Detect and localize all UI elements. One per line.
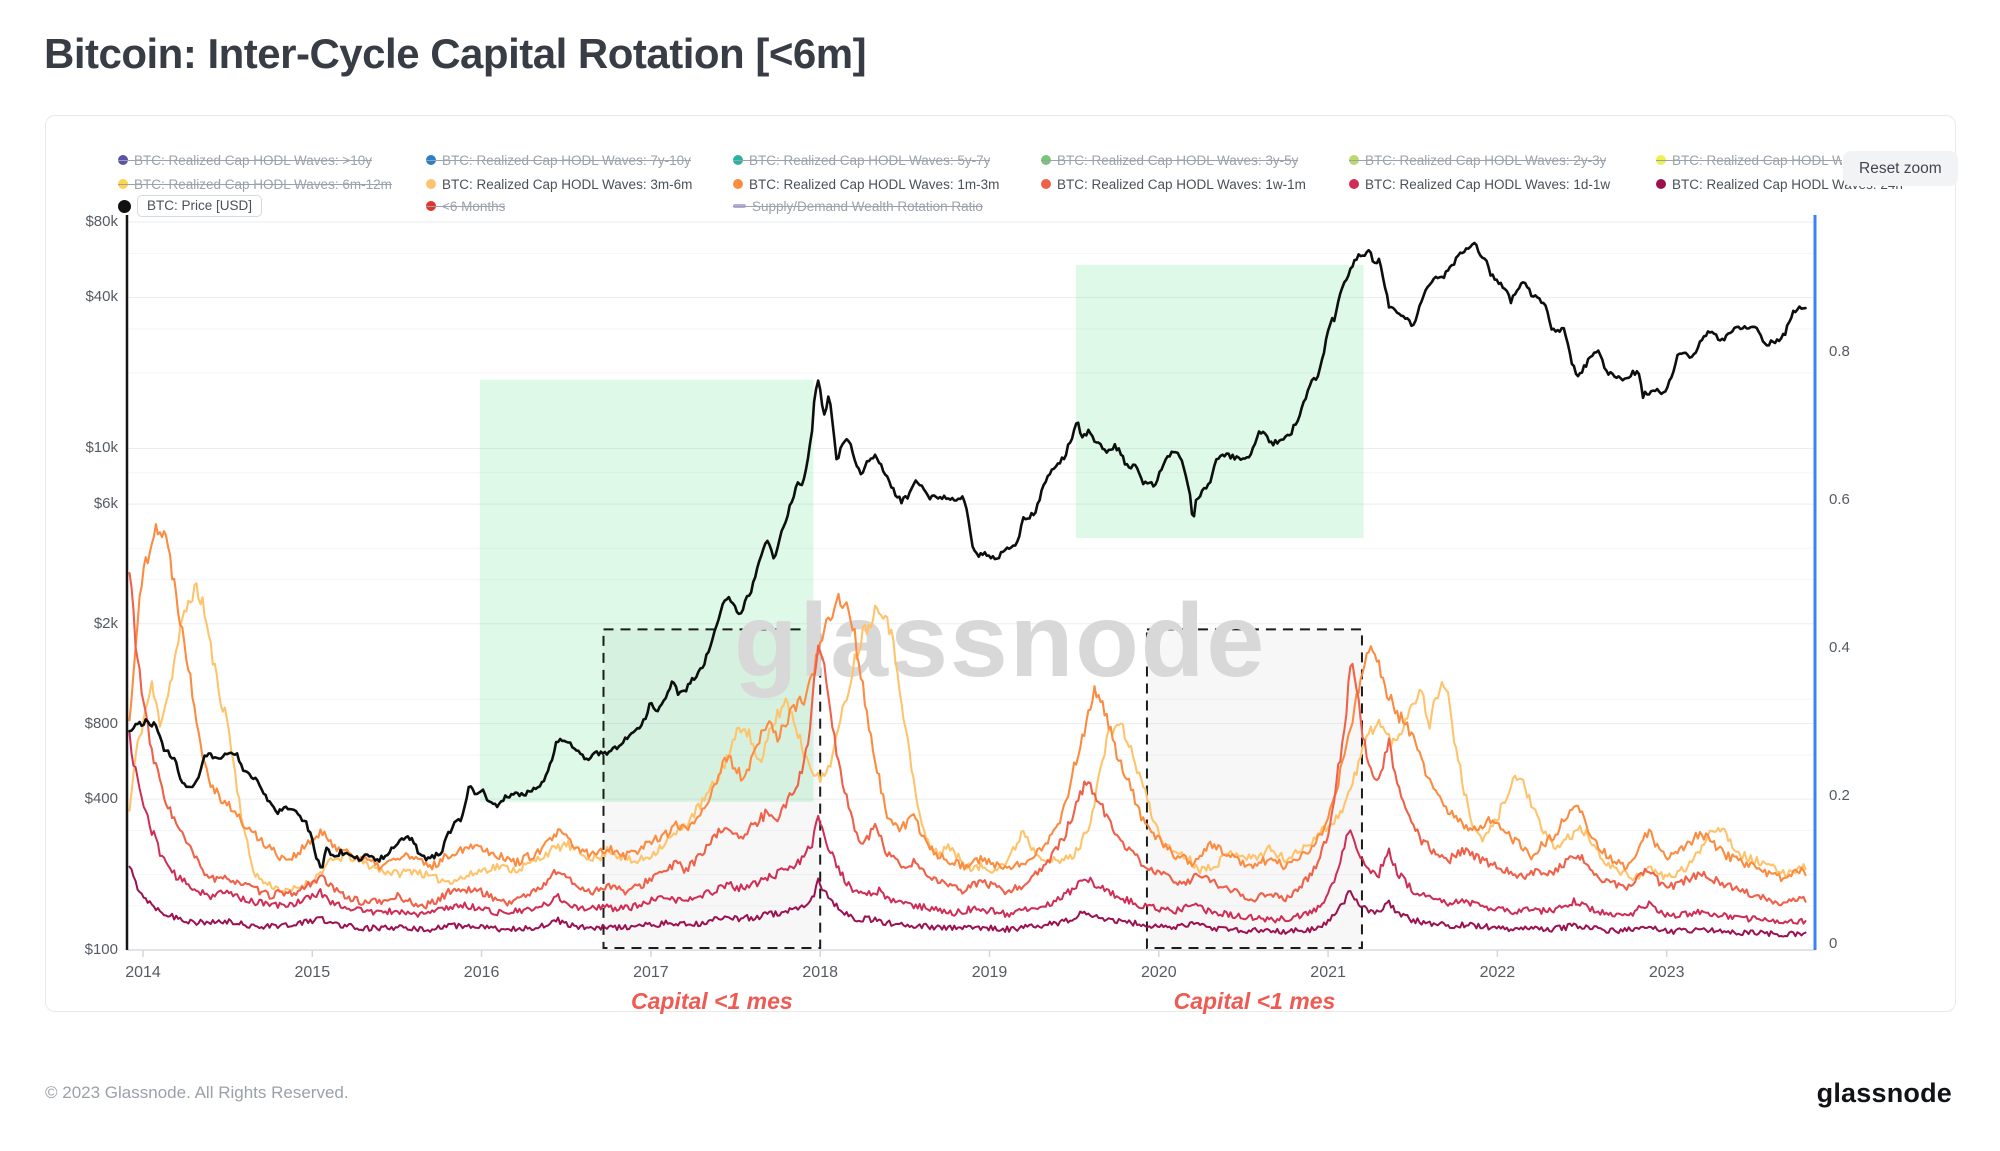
legend-marker-icon: [1349, 155, 1359, 165]
footer-copyright: © 2023 Glassnode. All Rights Reserved.: [45, 1083, 349, 1102]
green-highlight-box: [1075, 264, 1364, 538]
dashed-annotation-box: [1145, 628, 1363, 949]
legend-item[interactable]: BTC: Realized Cap HODL Waves: >10y: [118, 150, 372, 170]
y-axis-tick-label: $40k: [85, 288, 118, 306]
legend-marker-icon: [733, 204, 746, 208]
legend-item-label: BTC: Realized Cap HODL Waves: 7y-10y: [442, 152, 691, 168]
legend-marker-icon: [118, 179, 128, 189]
legend-item-label: BTC: Realized Cap HODL Waves: 3m-6m: [442, 176, 693, 192]
legend-marker-icon: [733, 179, 743, 189]
y-axis-tick-label: 0.6: [1829, 491, 1850, 508]
y-axis-tick-label: $6k: [93, 495, 118, 513]
y-axis-tick-label: $80k: [85, 213, 118, 230]
page-title: Bitcoin: Inter-Cycle Capital Rotation [<…: [44, 30, 867, 77]
legend-item[interactable]: BTC: Realized Cap HODL Waves: 1m-3m: [733, 174, 999, 194]
x-axis-tick-label: 2019: [971, 964, 1008, 981]
x-axis-tick-label: 2015: [294, 964, 331, 981]
series-line: [128, 865, 1807, 938]
y-axis-tick-label: 0: [1829, 935, 1838, 952]
legend-marker-icon: [1656, 155, 1666, 165]
glassnode-logo: glassnode: [1816, 1078, 1952, 1108]
series-lines: [128, 241, 1807, 938]
legend-marker-icon: [1041, 179, 1051, 189]
y-axis-tick-label: 0.2: [1829, 787, 1850, 804]
legend-item-label: BTC: Realized Cap HODL Waves: 5y-7y: [749, 152, 991, 168]
legend-item[interactable]: BTC: Realized Cap HODL Waves: 5y-7y: [733, 150, 991, 170]
legend-marker-icon: [1349, 179, 1359, 189]
legend-item[interactable]: BTC: Realized Cap HODL Waves: 1w-1m: [1041, 174, 1306, 194]
annotation-label: Capital <1 mes: [630, 988, 793, 1014]
legend-item[interactable]: Supply/Demand Wealth Rotation Ratio: [733, 196, 983, 216]
legend-marker-icon: [1041, 155, 1051, 165]
legend-marker-icon: [733, 155, 743, 165]
legend-item[interactable]: BTC: Realized Cap HODL Wa: [1656, 150, 1842, 170]
legend-item-label: BTC: Realized Cap HODL Wa: [1672, 152, 1842, 168]
legend-item-label: BTC: Realized Cap HODL Waves: 6m-12m: [134, 176, 392, 192]
legend-marker-icon: [426, 201, 436, 211]
legend-marker-icon: [118, 155, 128, 165]
legend-item-label: BTC: Realized Cap HODL Waves: 2y-3y: [1365, 152, 1607, 168]
legend-marker-icon: [118, 199, 131, 213]
legend-item-label: BTC: Price [USD]: [137, 195, 263, 217]
legend-marker-icon: [1656, 179, 1666, 189]
legend-marker-icon: [426, 155, 436, 165]
x-axis-tick-label: 2021: [1310, 964, 1346, 981]
legend-item[interactable]: BTC: Realized Cap HODL Waves: 6m-12m: [118, 174, 392, 194]
series-line: [128, 731, 1807, 925]
y-axis-tick-label: $2k: [93, 614, 118, 632]
legend-item-label: BTC: Realized Cap HODL Waves: 1m-3m: [749, 176, 1000, 192]
x-axis-tick-label: 2016: [463, 964, 500, 981]
x-axis-tick-label: 2022: [1479, 964, 1516, 981]
x-axis-tick-label: 2020: [1141, 964, 1177, 981]
x-axis-tick-label: 2018: [802, 964, 838, 981]
y-axis-tick-label: 0.8: [1829, 343, 1850, 360]
y-axis-tick-label: $400: [84, 790, 118, 808]
legend-item[interactable]: BTC: Realized Cap HODL Waves: 2y-3y: [1349, 150, 1607, 170]
legend-item-label: Supply/Demand Wealth Rotation Ratio: [752, 198, 983, 214]
reset-zoom-button[interactable]: Reset zoom: [1843, 151, 1958, 186]
annotation-boxes: [479, 264, 1364, 949]
legend-marker-icon: [426, 179, 436, 189]
series-line: [128, 523, 1807, 883]
legend-item-label: <6 Months: [442, 198, 506, 214]
y-axis-tick-label: $800: [84, 714, 118, 732]
legend-item-label: BTC: Realized Cap HODL Waves: >10y: [134, 152, 372, 168]
y-axis-tick-label: 0.4: [1829, 639, 1850, 656]
legend-item-label: BTC: Realized Cap HODL Waves: 1d-1w: [1365, 176, 1611, 192]
annotation-label: Capital <1 mes: [1173, 988, 1336, 1014]
legend-item[interactable]: BTC: Price [USD]: [118, 193, 263, 219]
y-axis-tick-label: $100: [84, 941, 118, 959]
x-axis-tick-label: 2023: [1648, 964, 1685, 981]
x-axis-tick-label: 2014: [125, 964, 161, 981]
gridlines: [127, 221, 1815, 951]
legend-item[interactable]: BTC: Realized Cap HODL Waves: 3m-6m: [426, 174, 692, 194]
x-axis-tick-label: 2017: [633, 964, 669, 981]
legend-item[interactable]: BTC: Realized Cap HODL Waves: 1d-1w: [1349, 174, 1610, 194]
legend-item[interactable]: BTC: Realized Cap HODL Waves: 3y-5y: [1041, 150, 1299, 170]
green-highlight-box: [479, 379, 814, 802]
y-axis-tick-label: $10k: [85, 439, 118, 457]
series-line: [128, 571, 1807, 910]
series-line: [128, 241, 1807, 869]
legend-item-label: BTC: Realized Cap HODL Waves: 3y-5y: [1057, 152, 1299, 168]
legend-item-label: BTC: Realized Cap HODL Waves: 1w-1m: [1057, 176, 1306, 192]
legend-item[interactable]: <6 Months: [426, 196, 506, 216]
axis-lines: [125, 215, 1817, 957]
legend-item[interactable]: BTC: Realized Cap HODL Waves: 7y-10y: [426, 150, 691, 170]
